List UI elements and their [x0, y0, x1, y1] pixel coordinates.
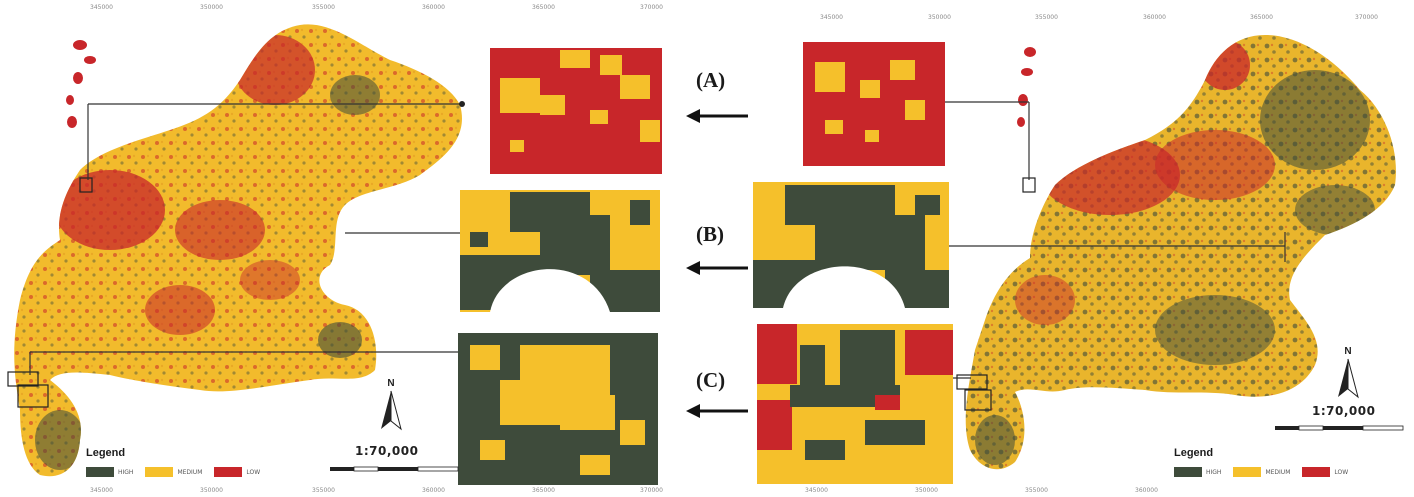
island-patches: [66, 40, 96, 128]
scale-bar: [1275, 425, 1404, 431]
inset-c-left: [458, 333, 658, 485]
label-a: (A): [696, 68, 726, 92]
legend-label-high: HIGH: [1206, 468, 1222, 476]
tick-label: 360000: [422, 4, 445, 11]
legend-swatch-medium: [1233, 467, 1262, 477]
tick-label: 345000: [90, 487, 113, 494]
tick-label: 370000: [1355, 14, 1378, 21]
tick-label: 360000: [422, 487, 445, 494]
inset-c-right: [757, 324, 953, 484]
left-map-panel: 345000 350000 355000 360000 365000 37000…: [0, 0, 690, 497]
tick-label: 360000: [1143, 14, 1166, 21]
scale-ratio: 1:70,000: [355, 444, 419, 458]
tick-label: 365000: [532, 487, 555, 494]
tick-label: 355000: [1035, 14, 1058, 21]
tick-label: 355000: [312, 4, 335, 11]
north-arrow-icon: [1338, 358, 1359, 399]
north-arrow: N: [376, 378, 406, 433]
label-b: (B): [696, 222, 724, 246]
bottom-tick-labels: 345000 350000 355000 360000 365000 37000…: [0, 487, 690, 497]
tick-label: 365000: [532, 4, 555, 11]
inset-a-left: [490, 48, 662, 174]
label-c: (C): [696, 368, 726, 392]
tick-label: 370000: [640, 487, 663, 494]
top-tick-labels: 345000 350000 355000 360000 365000 37000…: [0, 4, 690, 14]
legend-label-low: LOW: [246, 468, 261, 476]
north-arrow-icon: [381, 390, 402, 431]
north-arrow: N: [1333, 346, 1363, 401]
legend: Legend HIGH MEDIUM LOW: [1174, 447, 1356, 477]
legend-label-high: HIGH: [118, 468, 134, 476]
tick-label: 365000: [1250, 14, 1273, 21]
right-susceptibility-map: [753, 35, 1396, 484]
tick-label: 345000: [820, 14, 843, 21]
tick-label: 355000: [312, 487, 335, 494]
legend-swatch-high: [1174, 467, 1202, 477]
tick-label: 370000: [640, 4, 663, 11]
left-susceptibility-map: [7, 24, 662, 485]
legend: Legend HIGH MEDIUM LOW: [86, 447, 268, 477]
island-patches: [1017, 47, 1036, 127]
north-label: N: [1344, 346, 1352, 357]
legend-title: Legend: [1174, 447, 1214, 459]
inset-a-right: [803, 42, 945, 166]
legend-label-low: LOW: [1334, 468, 1349, 476]
right-map-panel: 345000 350000 355000 360000 365000 37000…: [745, 0, 1414, 497]
tick-label: 350000: [928, 14, 951, 21]
scale-bar: [330, 466, 459, 472]
top-tick-labels: 345000 350000 355000 360000 365000 37000…: [745, 14, 1414, 24]
legend-swatch-high: [86, 467, 114, 477]
tick-label: 350000: [915, 487, 938, 494]
left-arrow-icon: [686, 261, 748, 275]
legend-title: Legend: [86, 447, 126, 459]
legend-label-medium: MEDIUM: [1265, 468, 1291, 476]
inset-b-right: [753, 182, 949, 308]
tick-label: 345000: [805, 487, 828, 494]
scale-ratio: 1:70,000: [1312, 404, 1376, 418]
bottom-tick-labels: 345000 350000 355000 360000: [745, 487, 1414, 497]
legend-swatch-low: [1302, 467, 1331, 477]
left-arrow-icon: [686, 109, 748, 123]
legend-swatch-low: [214, 467, 243, 477]
tick-label: 360000: [1135, 487, 1158, 494]
legend-swatch-medium: [145, 467, 174, 477]
tick-label: 345000: [90, 4, 113, 11]
tick-label: 350000: [200, 4, 223, 11]
tick-label: 350000: [200, 487, 223, 494]
legend-label-medium: MEDIUM: [177, 468, 203, 476]
tick-label: 355000: [1025, 487, 1048, 494]
inset-b-left: [460, 190, 660, 312]
north-label: N: [387, 378, 395, 389]
left-arrow-icon: [686, 404, 748, 418]
